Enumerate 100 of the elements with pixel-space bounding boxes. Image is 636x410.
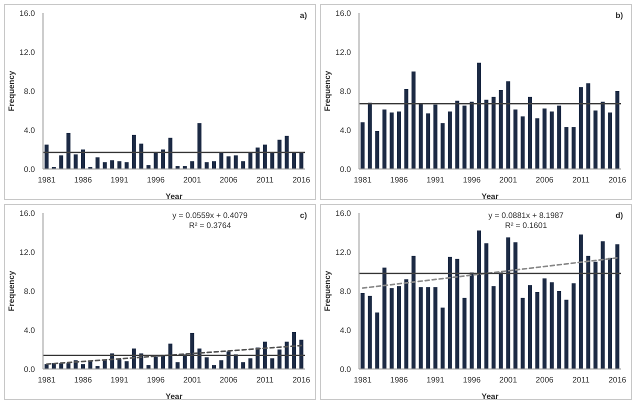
bar (572, 283, 576, 369)
bar (593, 262, 598, 369)
bar (292, 152, 296, 169)
bar (564, 300, 568, 369)
bar (492, 286, 496, 369)
x-tick-label: 1986 (74, 176, 92, 185)
bar (146, 365, 150, 369)
y-tick-label: 12.0 (19, 48, 36, 57)
bar (96, 157, 100, 169)
x-tick-label: 2001 (183, 376, 202, 385)
bar (542, 108, 547, 169)
x-tick-label: 1996 (462, 376, 482, 385)
bar (608, 112, 612, 169)
bar (448, 256, 452, 369)
bar (124, 162, 129, 169)
bar (154, 152, 158, 169)
bar (433, 287, 438, 369)
x-tick-label: 1991 (110, 376, 129, 385)
x-tick-label: 2016 (292, 176, 311, 185)
annotation: R² = 0.3764 (188, 221, 232, 231)
bar (382, 268, 386, 369)
bar (477, 230, 482, 369)
bar (448, 111, 452, 169)
bar (492, 96, 496, 169)
bar (433, 104, 438, 169)
bar (484, 100, 488, 169)
bar (498, 90, 503, 169)
x-tick-label: 2011 (256, 176, 274, 185)
x-tick-label: 1991 (426, 176, 445, 185)
bar (168, 138, 172, 169)
bar (146, 165, 150, 169)
y-tick-label: 16.0 (19, 8, 36, 18)
bar (44, 144, 49, 169)
bar (110, 160, 114, 169)
bar (277, 140, 282, 169)
bar (219, 360, 224, 369)
bar (513, 242, 518, 369)
x-tick-label: 1996 (146, 376, 166, 385)
x-tick-label: 1986 (390, 176, 408, 185)
bar (578, 234, 583, 369)
x-tick-label: 2001 (499, 376, 518, 385)
x-tick-label: 2001 (183, 176, 202, 185)
y-tick-label: 12.0 (19, 248, 36, 257)
x-tick-label: 1986 (390, 376, 408, 385)
bar (586, 83, 590, 169)
bar (412, 256, 416, 369)
bar (102, 162, 107, 169)
bar (557, 106, 562, 169)
bar (608, 258, 612, 369)
y-tick-label: 4.0 (24, 326, 36, 335)
bar (382, 110, 386, 169)
y-tick-label: 8.0 (24, 286, 36, 296)
bar (292, 332, 296, 369)
x-tick-label: 2011 (572, 176, 590, 185)
bar (506, 237, 510, 369)
bar (615, 91, 620, 169)
bar (154, 356, 158, 369)
bar (404, 89, 408, 169)
annotation: R² = 0.1601 (504, 221, 548, 231)
bar (477, 62, 482, 169)
x-tick-label: 2006 (536, 176, 554, 185)
bar (368, 102, 372, 169)
bar (426, 287, 430, 369)
bar (117, 359, 122, 369)
bar (284, 136, 289, 169)
bar (212, 161, 216, 169)
bar (360, 122, 365, 169)
bar (368, 296, 372, 369)
bar (404, 279, 408, 369)
annotation: b) (615, 11, 623, 20)
x-tick-label: 2006 (220, 176, 238, 185)
bar (462, 298, 466, 369)
bar (462, 106, 466, 169)
bar (557, 291, 562, 369)
y-tick-label: 0.0 (340, 164, 352, 174)
bar (262, 144, 267, 169)
annotation: c) (300, 211, 307, 220)
annotation: y = 0.0559x + 0.4079 (171, 211, 249, 221)
bar (615, 244, 620, 369)
bar (74, 154, 78, 169)
x-tick-label: 1991 (110, 176, 129, 185)
bar (418, 287, 423, 369)
annotation: y = 0.0881x + 8.1987 (487, 211, 565, 221)
bar (270, 358, 274, 369)
bar (219, 152, 224, 169)
bar (586, 256, 590, 369)
x-tick-label: 1991 (426, 376, 445, 385)
x-tick-label: 2016 (292, 376, 311, 385)
x-tick-label: 2011 (572, 376, 590, 385)
bar (176, 362, 180, 369)
bar (470, 272, 474, 369)
x-axis-title: Year (482, 392, 498, 401)
bar (440, 123, 445, 169)
bar (484, 243, 488, 369)
bar (593, 110, 598, 169)
annotation: a) (300, 11, 307, 20)
x-tick-label: 1981 (354, 376, 372, 385)
x-tick-label: 1986 (74, 376, 92, 385)
bar (102, 360, 107, 369)
bar (542, 278, 547, 369)
